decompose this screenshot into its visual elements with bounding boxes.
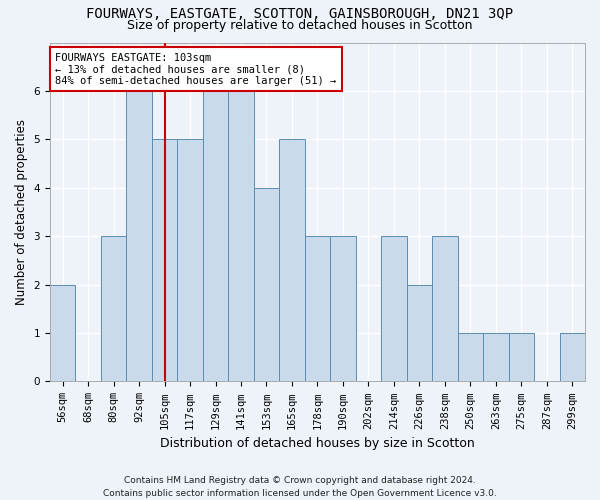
Bar	[509, 333, 534, 382]
Bar	[407, 284, 432, 382]
Bar	[101, 236, 127, 382]
Text: Contains HM Land Registry data © Crown copyright and database right 2024.
Contai: Contains HM Land Registry data © Crown c…	[103, 476, 497, 498]
Bar	[228, 91, 254, 382]
Bar	[50, 284, 76, 382]
Text: FOURWAYS, EASTGATE, SCOTTON, GAINSBOROUGH, DN21 3QP: FOURWAYS, EASTGATE, SCOTTON, GAINSBOROUG…	[86, 8, 514, 22]
Bar	[458, 333, 483, 382]
Bar	[127, 91, 152, 382]
Bar	[254, 188, 279, 382]
Text: FOURWAYS EASTGATE: 103sqm
← 13% of detached houses are smaller (8)
84% of semi-d: FOURWAYS EASTGATE: 103sqm ← 13% of detac…	[55, 52, 337, 86]
Bar	[483, 333, 509, 382]
Bar	[560, 333, 585, 382]
Bar	[279, 140, 305, 382]
X-axis label: Distribution of detached houses by size in Scotton: Distribution of detached houses by size …	[160, 437, 475, 450]
Bar	[203, 91, 228, 382]
Bar	[330, 236, 356, 382]
Text: Size of property relative to detached houses in Scotton: Size of property relative to detached ho…	[127, 19, 473, 32]
Bar	[432, 236, 458, 382]
Bar	[381, 236, 407, 382]
Bar	[305, 236, 330, 382]
Bar	[152, 140, 178, 382]
Bar	[178, 140, 203, 382]
Y-axis label: Number of detached properties: Number of detached properties	[15, 119, 28, 305]
